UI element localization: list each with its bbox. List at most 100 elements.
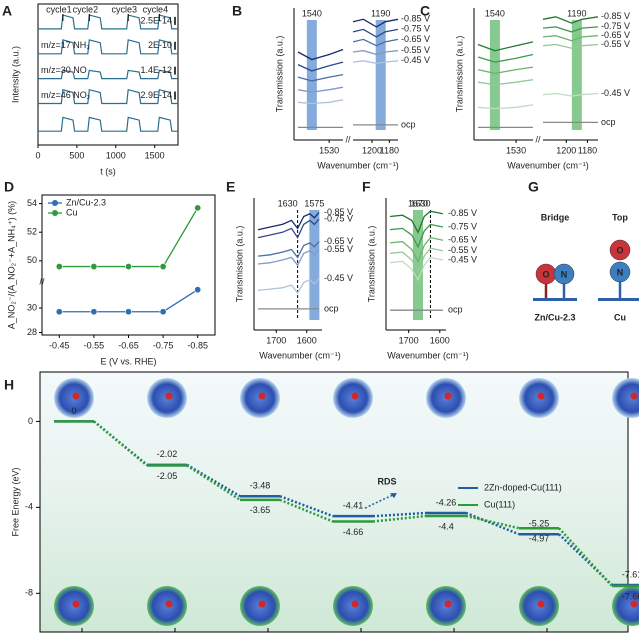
peak-band [571,20,582,130]
peak-label: 1575 [304,198,324,208]
trace-line [38,14,178,30]
x-tick-label: 0 [35,150,40,160]
legend-label: 2Zn-doped-Cu(111) [484,482,562,492]
y-axis-label: Intensity (a.u.) [10,46,20,103]
series-label: -0.65 V [448,235,477,245]
spectrum-line [477,92,599,110]
panel-letter: G [528,179,539,195]
axis-break: // [345,134,351,144]
trace-line [38,88,178,105]
legend-label: Zn/Cu-2.3 [66,197,106,207]
x-tick-label: 1200 [362,145,382,155]
adsorbate [258,600,266,608]
x-tick-label: 1700 [266,335,286,345]
x-tick-label: 1200 [556,145,576,155]
spectrum-line [389,247,444,274]
energy-label: -4.97 [529,534,550,544]
peak-label: 1540 [485,8,505,18]
atom [609,261,631,283]
peak-label: 1670 [408,198,428,208]
spectrum-line [389,223,444,249]
x-tick-label: -0.45 [49,340,70,350]
peak-label: 1190 [567,8,586,18]
x-tick-label: 1600 [430,335,450,345]
trace-name: m/z=17 NH₃ [41,40,90,50]
series-label: -0.65 V [601,30,630,40]
y-tick-label: 50 [27,255,37,265]
series-label: -0.75 V [324,213,353,223]
energy-connector [372,514,427,523]
panel-letter: E [226,179,235,195]
x-axis-label: Wavenumber (cm⁻¹) [317,160,398,170]
peak-band [309,210,320,320]
x-axis-label: Wavenumber (cm⁻¹) [387,350,468,360]
y-tick-label: 52 [27,227,37,237]
adsorbate [537,392,545,400]
series-label: -0.65 V [401,34,430,44]
spectrum-line [389,210,444,234]
series-label: ocp [401,119,416,129]
adsorbate [351,600,359,608]
atom-label: N [617,267,624,277]
adsorbate [630,600,638,608]
peak-label: 1630 [410,198,430,208]
scale-label: 2.9E-14 [140,90,172,100]
atom-label: O [616,245,623,255]
y-axis-label: Transmission (a.u.) [274,36,284,113]
y-axis-label: Transmission (a.u.) [234,226,244,303]
series-label: -0.45 V [401,55,430,65]
series-label: -0.55 V [401,45,430,55]
atom-label: N [561,269,568,279]
peak-label: 1540 [302,8,322,18]
data-point [90,308,98,316]
adsorbate [537,600,545,608]
data-point [194,204,202,212]
energy-label: -5.25 [529,519,550,529]
spectrum-line [478,121,598,129]
spectrum-line [298,124,398,129]
x-tick-label: 500 [69,150,84,160]
legend-marker [52,200,58,206]
adsorbate [444,392,452,400]
y-tick-label: 0 [28,416,33,426]
x-tick-label: 1180 [380,145,399,155]
series-label: -0.85 V [601,11,630,21]
trace-name: m/z=30 NO [41,65,87,75]
x-tick-label: -0.75 [153,340,174,350]
x-tick-label: 1000 [106,150,126,160]
y-tick-label: -8 [25,588,33,598]
trace-name: m/z=46 NO₂ [41,90,91,100]
site-label: Bridge [541,212,570,222]
catalyst-label: Zn/Cu-2.3 [534,312,575,322]
cycle-label: cycle4 [143,4,169,14]
energy-label: -4.41 [343,501,364,511]
atom [609,239,631,261]
scale-label: 2E-10 [148,40,172,50]
x-tick-label: 1700 [399,335,419,345]
x-axis-label: Wavenumber (cm⁻¹) [259,350,340,360]
energy-connector [465,514,520,530]
series-label: -0.75 V [401,24,430,34]
series-label: -0.65 V [324,236,353,246]
axis-break: // [39,276,45,286]
x-tick-label: 1530 [506,145,526,155]
series-label: -0.85 V [401,14,430,24]
peak-band [375,20,386,130]
peak-label: 1190 [371,8,390,18]
x-tick-label: 1530 [319,145,339,155]
surface [598,298,639,301]
spectrum-line [477,35,599,75]
rds-arrow-head [390,493,397,499]
y-tick-label: 30 [27,302,37,312]
adsorbate [351,392,359,400]
data-point [194,286,202,294]
y-tick-label: 28 [27,327,37,337]
spectrum-line [477,26,599,63]
rds-arrow [364,493,396,509]
energy-connector [186,464,241,501]
energy-label: -4.4 [438,521,454,531]
series-label: -0.45 V [448,254,477,264]
catalyst-label: Cu [614,312,626,322]
spectrum-line [389,256,444,282]
energy-connector [279,495,334,518]
